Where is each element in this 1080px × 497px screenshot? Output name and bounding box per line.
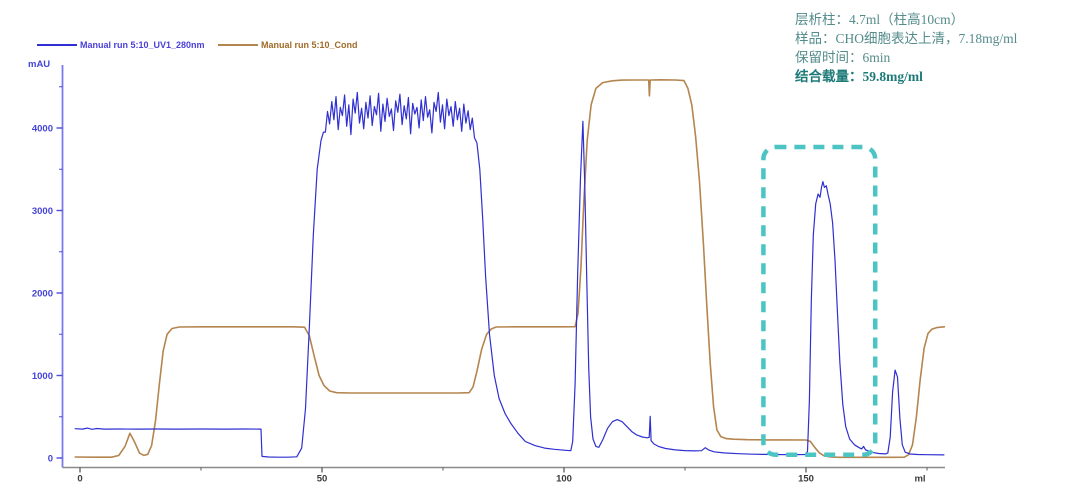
annotation-column: 层析柱：4.7ml（柱高10cm） (795, 12, 965, 27)
uv-trace (74, 91, 945, 458)
uv-line-swatch (37, 44, 77, 46)
chart-legend: Manual run 5:10_UV1_280nm Manual run 5:1… (0, 38, 430, 54)
cond-line-swatch (218, 44, 258, 46)
legend-item-cond: Manual run 5:10_Cond (218, 38, 358, 52)
y-axis-unit-label: mAU (28, 59, 50, 70)
x-tick-label: 0 (77, 474, 82, 485)
annotation-retention-time: 保留时间：6min (795, 50, 891, 65)
annotation-binding-capacity: 结合载量：59.8mg/ml (795, 69, 923, 84)
annotation-sample: 样品：CHO细胞表达上清，7.18mg/ml (795, 31, 1018, 46)
legend-item-uv: Manual run 5:10_UV1_280nm (37, 38, 205, 52)
x-tick-label: 50 (317, 474, 328, 485)
cond-legend-label: Manual run 5:10_Cond (261, 40, 358, 50)
y-tick-label: 0 (48, 454, 53, 465)
result-annotation: 层析柱：4.7ml（柱高10cm） 样品：CHO细胞表达上清，7.18mg/ml… (795, 10, 1017, 86)
x-tick-label: 150 (798, 474, 814, 485)
x-tick-label: 100 (556, 474, 572, 485)
y-tick-label: 1000 (32, 371, 53, 382)
y-tick-label: 3000 (32, 206, 53, 217)
y-tick-label: 4000 (32, 124, 53, 135)
cond-trace (74, 79, 946, 459)
uv-legend-label: Manual run 5:10_UV1_280nm (80, 40, 205, 50)
y-tick-label: 2000 (32, 289, 53, 300)
x-axis-unit-label: ml (914, 474, 925, 485)
highlight-dashed-box (761, 144, 878, 457)
